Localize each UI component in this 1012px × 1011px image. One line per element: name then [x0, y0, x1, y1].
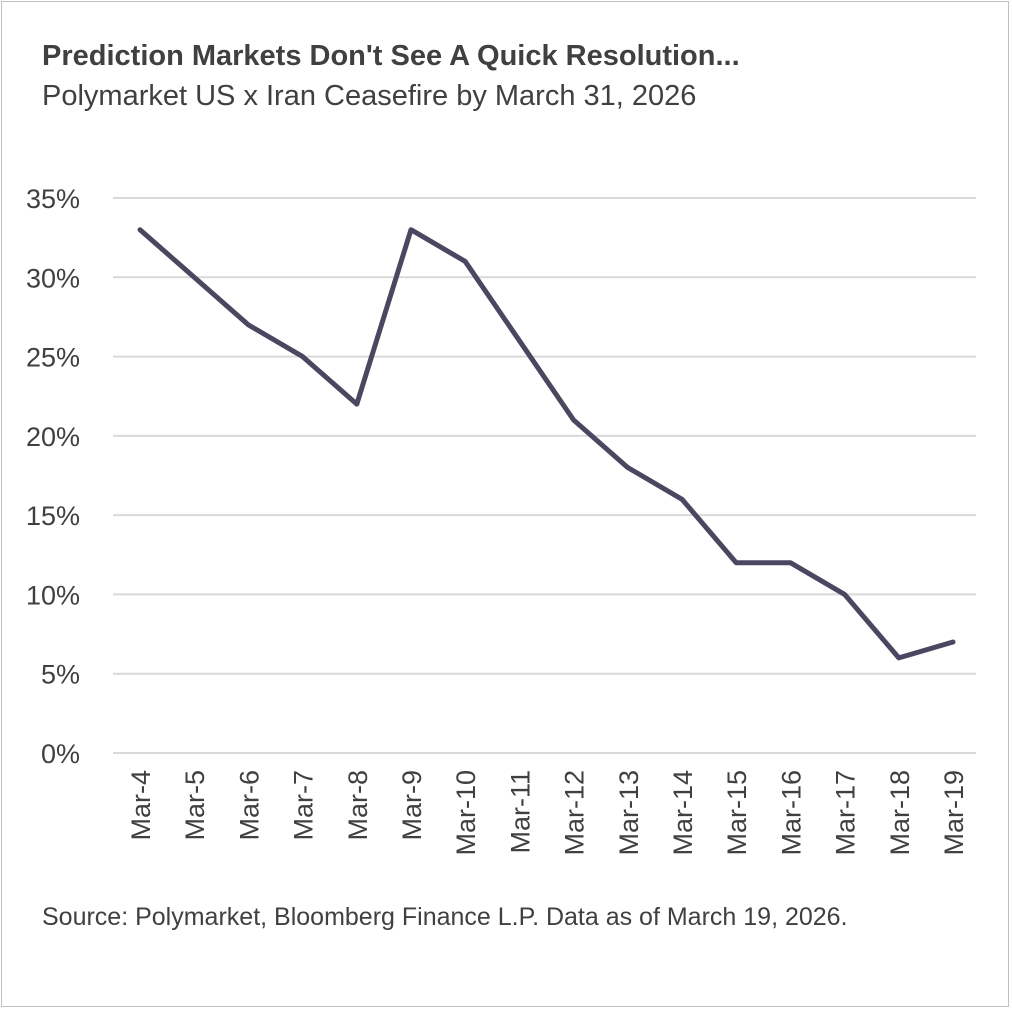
- x-tick-label: Mar-5: [180, 770, 210, 841]
- chart-subtitle: Polymarket US x Iran Ceasefire by March …: [42, 80, 697, 112]
- x-tick-label: Mar-15: [722, 770, 752, 856]
- x-tick-label: Mar-19: [939, 770, 969, 856]
- x-tick-label: Mar-13: [614, 770, 644, 856]
- y-tick-label: 5%: [41, 660, 80, 690]
- x-tick-label: Mar-4: [126, 770, 156, 841]
- x-tick-label: Mar-10: [451, 770, 481, 856]
- x-tick-label: Mar-7: [289, 770, 319, 841]
- data-line: [137, 227, 956, 661]
- x-tick-label: Mar-16: [776, 770, 806, 856]
- y-tick-label: 30%: [26, 263, 80, 293]
- y-tick-label: 10%: [26, 580, 80, 610]
- x-tick-label: Mar-14: [668, 770, 698, 856]
- chart-title: Prediction Markets Don't See A Quick Res…: [42, 40, 740, 72]
- x-tick-label: Mar-12: [560, 770, 590, 856]
- y-tick-label: 25%: [26, 343, 80, 373]
- y-tick-label: 35%: [26, 184, 80, 214]
- x-tick-label: Mar-8: [343, 770, 373, 841]
- y-tick-label: 0%: [41, 739, 80, 769]
- x-tick-label: Mar-18: [885, 770, 915, 856]
- y-tick-label: 15%: [26, 501, 80, 531]
- source-note: Source: Polymarket, Bloomberg Finance L.…: [42, 903, 848, 931]
- x-tick-label: Mar-11: [505, 770, 535, 854]
- x-tick-label: Mar-9: [397, 770, 427, 841]
- x-tick-label: Mar-17: [831, 770, 861, 856]
- x-tick-label: Mar-6: [234, 770, 264, 841]
- y-tick-label: 20%: [26, 422, 80, 452]
